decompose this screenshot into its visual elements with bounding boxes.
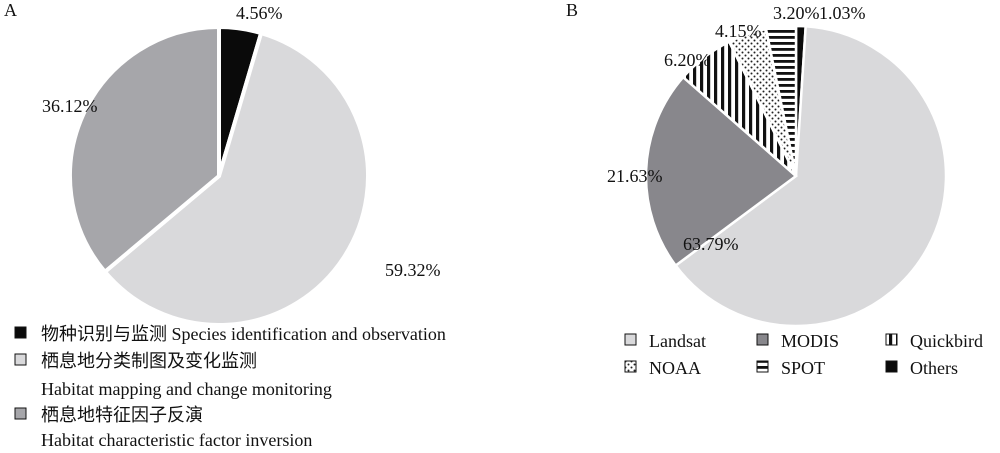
pie-b-value-label: 1.03% [819,3,866,23]
legend-a: 物种识别与监测 Species identification and obser… [14,324,446,450]
pie-b-value-label: 21.63% [607,166,663,186]
legend-b-label: NOAA [649,358,701,378]
legend-b-swatch-landsat [624,333,637,346]
pie-b-value-label: 4.15% [715,21,762,41]
pie-b-slice-6 [764,24,798,177]
legend-b-label: Others [910,358,958,378]
legend-b-swatch-spot [756,360,769,373]
legend-a-swatch-3 [14,407,27,420]
legend-a-label: 栖息地分类制图及变化监测 [41,351,257,371]
pie-a-value-label: 36.12% [42,96,98,116]
legend-a-swatch-1 [14,326,27,339]
legend-b-label: SPOT [781,358,825,378]
panel-b: B 1.03% 63.79% 21.63% 6.20%4.15% 3.20% Lands… [566,0,983,378]
pie-b-slice-3 [644,75,798,268]
legend-a-swatch-2 [14,353,27,366]
panel-label-b: B [566,0,578,20]
pie-b-value-labels: 1.03% 63.79% 21.63% 6.20%4.15% 3.20% [607,3,866,254]
pie-b-value-label: 6.20% [664,50,711,70]
pie-a-value-label: 59.32% [385,260,441,280]
pie-a-slice-2 [102,30,370,327]
pie-a-slice-3 [68,24,221,275]
panel-label-a: A [4,0,17,20]
legend-b-swatch-modis [756,333,769,346]
legend-b-swatch-quickbird [885,333,898,346]
legend-b-swatch-others [885,360,898,373]
legend-b: Landsat MODIS Quickbird NOAA SPOT Others [624,331,983,378]
pie-chart-a [68,24,370,327]
legend-a-label: Habitat mapping and change monitoring [41,379,332,399]
pie-b-value-label: 63.79% [683,234,739,254]
legend-b-label: Landsat [649,331,706,351]
legend-a-label: Habitat characteristic factor inversion [41,430,312,450]
legend-a-label: 栖息地特征因子反演 [41,405,203,425]
legend-a-label: 物种识别与监测 Species identification and obser… [41,324,446,344]
panel-a: A 4.56% 59.32% 36.12% 物种识别与监测 Species iden… [4,0,446,450]
pie-a-value-label: 4.56% [236,3,283,23]
legend-b-swatch-noaa [624,360,637,373]
legend-b-label: MODIS [781,331,839,351]
pie-b-value-label: 3.20% [773,3,820,23]
pie-chart-b [644,24,948,328]
pie-a-value-labels: 4.56% 59.32% 36.12% [42,3,441,280]
pie-b-slice-2 [673,24,948,328]
legend-b-label: Quickbird [910,331,983,351]
